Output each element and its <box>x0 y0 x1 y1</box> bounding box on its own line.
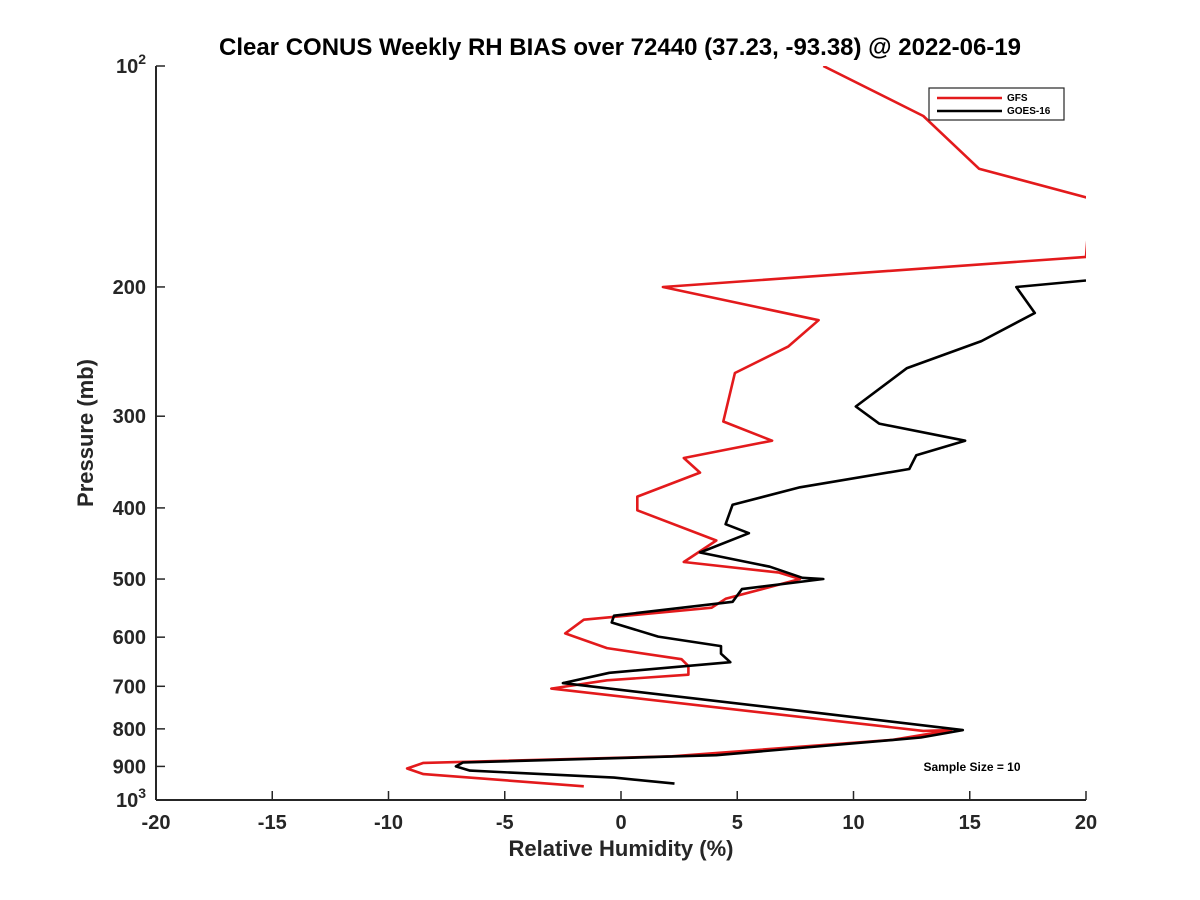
legend: GFS GOES-16 <box>928 87 1065 121</box>
legend-box <box>928 87 1065 121</box>
chart-title: Clear CONUS Weekly RH BIAS over 72440 (3… <box>219 34 1021 61</box>
x-axis-ticks: -20 -15 -10 -5 0 5 10 15 20 <box>142 791 1097 834</box>
legend-label-gfs: GFS <box>1007 93 1028 104</box>
y-tick-label: 103 <box>116 785 146 812</box>
y-axis-ticks: 102 200 300 400 500 600 700 800 900 103 <box>113 51 165 812</box>
plot-area <box>405 66 1086 788</box>
y-tick-label: 500 <box>113 569 146 591</box>
series-line-goes-16 <box>454 279 1086 785</box>
y-tick-label: 600 <box>113 627 146 649</box>
y-tick-label: 400 <box>113 498 146 520</box>
y-tick-label: 300 <box>113 406 146 428</box>
x-axis-label: Relative Humidity (%) <box>509 836 734 861</box>
sample-size-annotation: Sample Size = 10 <box>923 760 1020 774</box>
x-tick-label: -5 <box>496 812 514 834</box>
x-tick-label: 15 <box>959 812 981 834</box>
x-tick-label: 20 <box>1075 812 1097 834</box>
y-tick-label: 200 <box>113 277 146 299</box>
x-tick-label: 0 <box>615 812 626 834</box>
x-tick-label: -15 <box>258 812 287 834</box>
y-axis-label: Pressure (mb) <box>73 359 98 507</box>
y-tick-label: 800 <box>113 719 146 741</box>
x-tick-label: -20 <box>142 812 171 834</box>
x-tick-label: 10 <box>842 812 864 834</box>
x-tick-label: -10 <box>374 812 403 834</box>
y-tick-label: 900 <box>113 756 146 778</box>
y-tick-label: 102 <box>116 51 146 78</box>
legend-label-goes16: GOES-16 <box>1007 106 1051 117</box>
x-tick-label: 5 <box>732 812 743 834</box>
series-line-gfs <box>405 66 1086 788</box>
y-tick-label: 700 <box>113 676 146 698</box>
